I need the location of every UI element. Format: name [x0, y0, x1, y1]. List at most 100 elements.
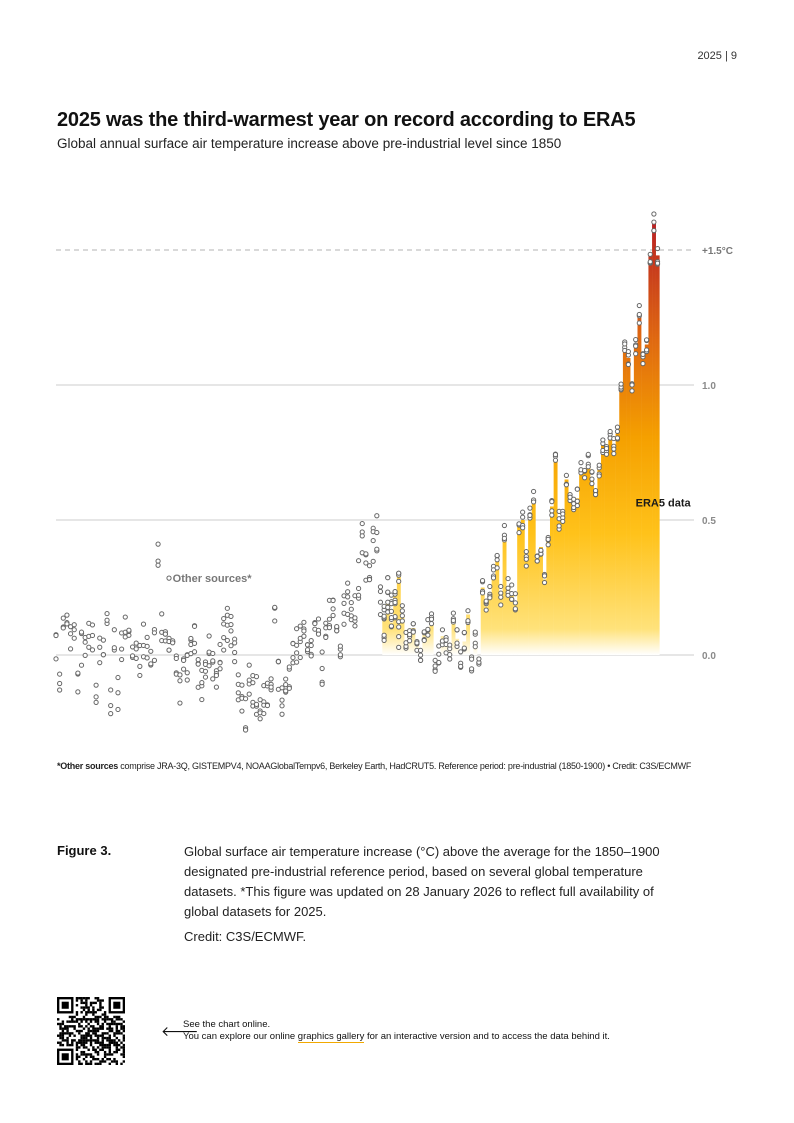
- data-point: [177, 672, 183, 678]
- qr-module: [71, 1018, 74, 1021]
- data-point: [246, 662, 252, 668]
- qr-module: [117, 1048, 121, 1051]
- data-point: [297, 635, 303, 641]
- data-point: [195, 657, 201, 663]
- qr-module: [96, 1041, 100, 1044]
- qr-code[interactable]: [57, 997, 125, 1065]
- data-point: [611, 451, 617, 457]
- qr-module: [103, 1060, 107, 1063]
- data-point: [221, 647, 227, 653]
- era5-series-label: ERA5 data: [636, 498, 692, 510]
- qr-module: [96, 1039, 100, 1042]
- data-point: [75, 670, 81, 676]
- data-point: [399, 613, 405, 619]
- qr-module: [122, 1020, 125, 1023]
- qr-module: [94, 1062, 97, 1065]
- data-point: [177, 678, 183, 684]
- qr-module: [89, 1055, 93, 1059]
- data-point: [75, 689, 81, 695]
- y-tick-label: 0.0: [702, 651, 716, 662]
- data-point: [556, 523, 562, 529]
- data-point: [516, 530, 522, 536]
- data-point: [108, 687, 114, 693]
- era5-bar: [520, 520, 525, 655]
- data-point: [512, 591, 518, 597]
- qr-module: [110, 1022, 114, 1026]
- qr-module: [99, 1006, 102, 1009]
- era5-bar: [593, 493, 598, 655]
- data-point: [111, 645, 117, 651]
- qr-module: [120, 1025, 123, 1028]
- data-point: [447, 642, 453, 648]
- qr-module: [75, 1011, 79, 1014]
- qr-module: [113, 1034, 116, 1037]
- qr-module: [75, 1004, 79, 1007]
- qr-module: [99, 999, 102, 1002]
- qr-module: [101, 1013, 104, 1016]
- data-point: [523, 549, 529, 555]
- qr-module: [96, 1053, 100, 1056]
- qr-module: [85, 1006, 88, 1009]
- qr-module: [61, 1039, 65, 1042]
- qr-module: [82, 1034, 86, 1037]
- data-point: [625, 361, 631, 368]
- qr-module: [92, 1006, 95, 1009]
- data-point: [191, 649, 198, 655]
- qr-module: [89, 1053, 93, 1056]
- qr-module: [108, 1041, 111, 1044]
- data-point: [363, 560, 369, 566]
- qr-module: [99, 1062, 102, 1065]
- data-point: [596, 473, 602, 479]
- data-point: [527, 505, 533, 511]
- qr-module: [71, 1039, 74, 1042]
- qr-module: [80, 1041, 83, 1044]
- era5-bar: [498, 595, 503, 655]
- data-point: [410, 629, 416, 635]
- data-point: [199, 696, 205, 703]
- data-point: [228, 628, 234, 634]
- data-point: [184, 677, 190, 683]
- qr-module: [68, 1034, 72, 1037]
- era5-bar: [495, 560, 500, 655]
- qr-module: [87, 997, 90, 1000]
- qr-module: [108, 1039, 111, 1042]
- qr-module: [92, 1055, 95, 1059]
- data-point: [421, 637, 427, 644]
- data-point: [618, 381, 624, 387]
- qr-module: [113, 1015, 116, 1019]
- data-point: [425, 632, 431, 638]
- qr-module: [120, 1046, 123, 1049]
- qr-module: [59, 1036, 62, 1040]
- qr-module: [94, 1048, 97, 1051]
- qr-module: [99, 1043, 102, 1047]
- qr-module: [99, 1060, 102, 1063]
- graphics-gallery-link[interactable]: graphics gallery: [297, 1031, 365, 1043]
- qr-module: [101, 1006, 104, 1009]
- data-point: [334, 623, 340, 630]
- qr-module: [120, 1027, 123, 1030]
- data-point: [592, 491, 599, 498]
- qr-module: [78, 1060, 81, 1063]
- era5-bar: [557, 520, 562, 655]
- data-point: [432, 663, 438, 669]
- data-point: [151, 657, 158, 663]
- data-point: [614, 424, 621, 430]
- era5-bar: [644, 344, 649, 655]
- page-number: 2025 | 9: [697, 50, 737, 62]
- qr-module: [78, 1025, 81, 1028]
- qr-module: [96, 1036, 100, 1040]
- qr-module: [110, 1039, 114, 1042]
- qr-module: [96, 1027, 100, 1030]
- qr-module: [85, 1055, 88, 1059]
- qr-module: [61, 1036, 65, 1040]
- qr-module: [108, 1046, 111, 1049]
- era5-bar: [648, 255, 653, 655]
- qr-module: [96, 1034, 100, 1037]
- qr-module: [117, 1032, 121, 1035]
- data-point: [323, 634, 329, 641]
- qr-module: [101, 1022, 104, 1026]
- data-point: [578, 460, 584, 466]
- data-point: [651, 219, 657, 225]
- qr-module: [101, 1057, 104, 1061]
- figure-caption: Global surface air temperature increase …: [184, 844, 660, 919]
